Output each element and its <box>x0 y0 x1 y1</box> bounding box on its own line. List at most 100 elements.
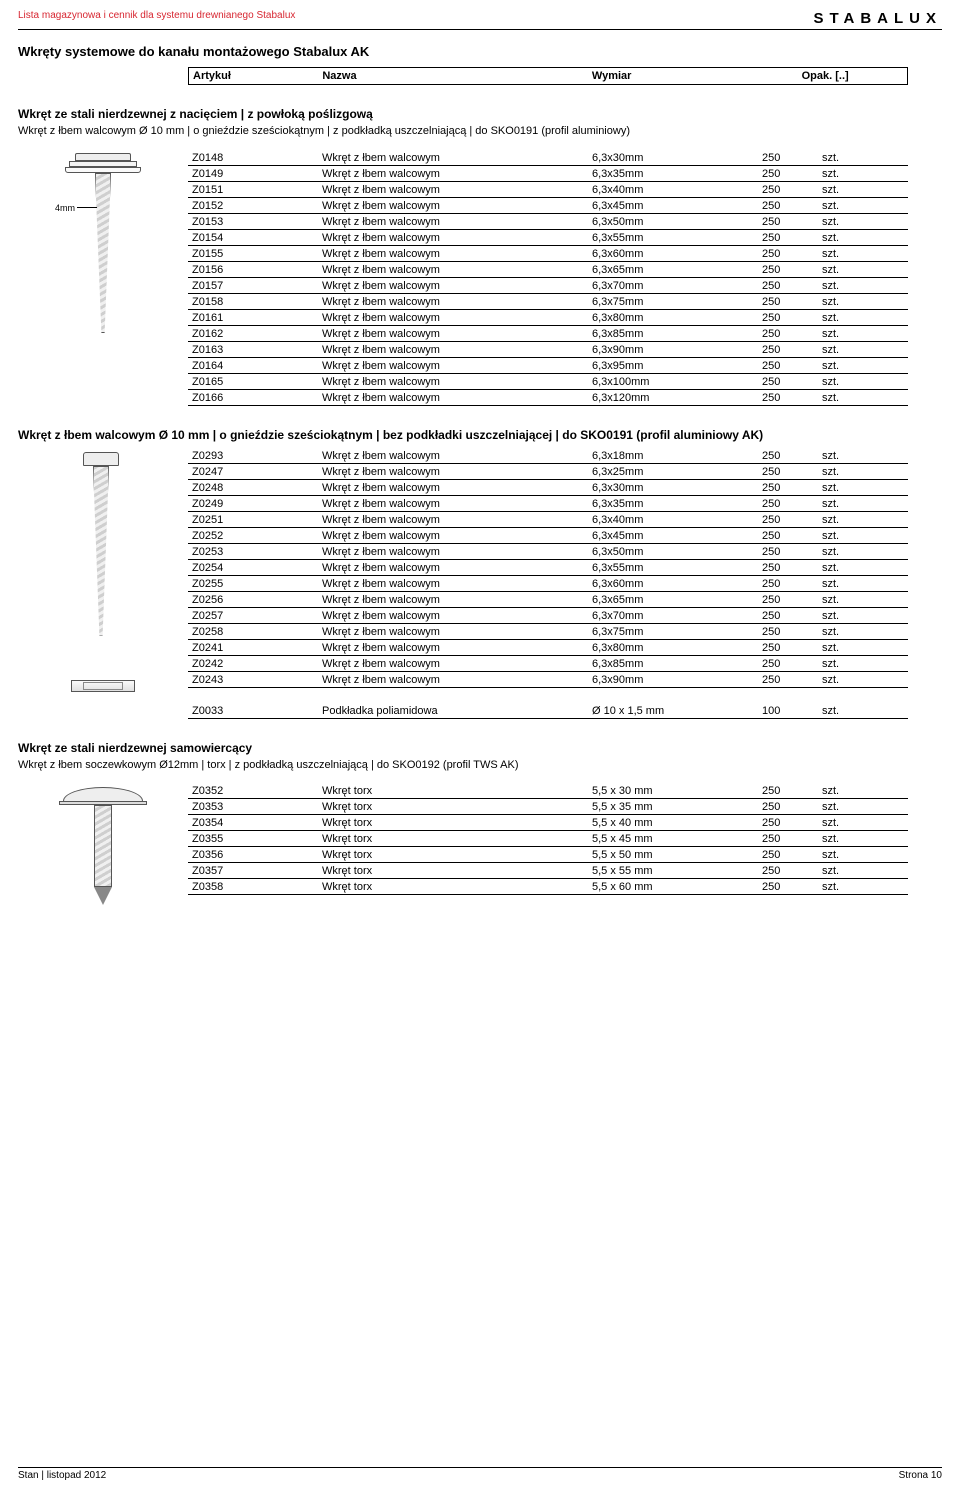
section2-subtitle: Wkręt z łbem walcowym Ø 10 mm | o gnieźd… <box>18 428 942 442</box>
table-row: Z0247Wkręt z łbem walcowym6,3x25mm250szt… <box>188 464 908 480</box>
cell-qty: 250 <box>758 149 818 165</box>
cell-dim: 6,3x100mm <box>588 373 758 389</box>
cell-qty: 250 <box>758 640 818 656</box>
cell-article: Z0293 <box>188 448 318 464</box>
cell-article: Z0033 <box>188 702 318 718</box>
column-header: Artykuł Nazwa Wymiar Opak. [..] <box>188 67 908 85</box>
table-row: Z0354Wkręt torx5,5 x 40 mm250szt. <box>188 815 908 831</box>
cell-article: Z0152 <box>188 197 318 213</box>
table-row: Z0033 Podkładka poliamidowa Ø 10 x 1,5 m… <box>188 702 908 718</box>
table-row: Z0353Wkręt torx5,5 x 35 mm250szt. <box>188 799 908 815</box>
screw-with-washer-icon: 4mm <box>63 153 143 363</box>
cell-qty: 250 <box>758 560 818 576</box>
table-row: Z0165Wkręt z łbem walcowym6,3x100mm250sz… <box>188 373 908 389</box>
cell-name: Wkręt z łbem walcowym <box>318 560 588 576</box>
table-row: Z0352Wkręt torx5,5 x 30 mm250szt. <box>188 783 908 799</box>
cell-qty: 250 <box>758 197 818 213</box>
cell-dim: 5,5 x 50 mm <box>588 847 758 863</box>
cell-name: Wkręt z łbem walcowym <box>318 464 588 480</box>
table-row: Z0248Wkręt z łbem walcowym6,3x30mm250szt… <box>188 480 908 496</box>
cell-dim: 6,3x70mm <box>588 277 758 293</box>
cell-qty: 250 <box>758 528 818 544</box>
cell-qty: 250 <box>758 624 818 640</box>
cell-name: Wkręt z łbem walcowym <box>318 197 588 213</box>
cell-unit: szt. <box>818 560 908 576</box>
cell-unit: szt. <box>818 640 908 656</box>
cell-dim: 6,3x30mm <box>588 149 758 165</box>
cell-unit: szt. <box>818 213 908 229</box>
cell-name: Wkręt z łbem walcowym <box>318 656 588 672</box>
cell-unit: szt. <box>818 277 908 293</box>
cell-unit: szt. <box>818 293 908 309</box>
cell-qty: 250 <box>758 309 818 325</box>
cell-unit: szt. <box>818 464 908 480</box>
table-row: Z0158Wkręt z łbem walcowym6,3x75mm250szt… <box>188 293 908 309</box>
section1-table: Z0148Wkręt z łbem walcowym6,3x30mm250szt… <box>188 149 908 406</box>
page-footer: Stan | listopad 2012 Strona 10 <box>18 1467 942 1481</box>
cell-article: Z0158 <box>188 293 318 309</box>
cell-article: Z0251 <box>188 512 318 528</box>
cell-qty: 250 <box>758 847 818 863</box>
cell-unit: szt. <box>818 480 908 496</box>
cell-article: Z0148 <box>188 149 318 165</box>
cell-unit: szt. <box>818 261 908 277</box>
cell-unit: szt. <box>818 229 908 245</box>
table-row: Z0148Wkręt z łbem walcowym6,3x30mm250szt… <box>188 149 908 165</box>
cell-unit: szt. <box>818 496 908 512</box>
cell-article: Z0258 <box>188 624 318 640</box>
table-row: Z0356Wkręt torx5,5 x 50 mm250szt. <box>188 847 908 863</box>
cell-article: Z0157 <box>188 277 318 293</box>
cell-name: Wkręt z łbem walcowym <box>318 640 588 656</box>
cell-unit: szt. <box>818 512 908 528</box>
cell-qty: 250 <box>758 389 818 405</box>
cell-dim: 6,3x80mm <box>588 309 758 325</box>
cell-unit: szt. <box>818 672 908 688</box>
cell-article: Z0353 <box>188 799 318 815</box>
cell-unit: szt. <box>818 624 908 640</box>
table-row: Z0156Wkręt z łbem walcowym6,3x65mm250szt… <box>188 261 908 277</box>
cell-unit: szt. <box>818 149 908 165</box>
cell-qty: 250 <box>758 656 818 672</box>
cell-dim: 6,3x90mm <box>588 672 758 688</box>
cell-unit: szt. <box>818 341 908 357</box>
table-row: Z0154Wkręt z łbem walcowym6,3x55mm250szt… <box>188 229 908 245</box>
table-row: Z0157Wkręt z łbem walcowym6,3x70mm250szt… <box>188 277 908 293</box>
cell-article: Z0358 <box>188 879 318 895</box>
table-row: Z0254Wkręt z łbem walcowym6,3x55mm250szt… <box>188 560 908 576</box>
cell-article: Z0165 <box>188 373 318 389</box>
cell-dim: 6,3x45mm <box>588 197 758 213</box>
cell-dim: 6,3x90mm <box>588 341 758 357</box>
cell-article: Z0154 <box>188 229 318 245</box>
cell-article: Z0352 <box>188 783 318 799</box>
cell-qty: 100 <box>758 702 818 718</box>
cell-article: Z0356 <box>188 847 318 863</box>
cell-dim: 6,3x120mm <box>588 389 758 405</box>
cell-unit: szt. <box>818 831 908 847</box>
cell-article: Z0256 <box>188 592 318 608</box>
cell-name: Wkręt z łbem walcowym <box>318 149 588 165</box>
cell-dim: 6,3x55mm <box>588 229 758 245</box>
cell-unit: szt. <box>818 863 908 879</box>
table-row: Z0253Wkręt z łbem walcowym6,3x50mm250szt… <box>188 544 908 560</box>
table-row: Z0162Wkręt z łbem walcowym6,3x85mm250szt… <box>188 325 908 341</box>
cell-name: Wkręt torx <box>318 815 588 831</box>
cell-qty: 250 <box>758 213 818 229</box>
hdr-article: Artykuł <box>189 68 319 85</box>
cell-article: Z0355 <box>188 831 318 847</box>
footer-left: Stan | listopad 2012 <box>18 1470 106 1481</box>
table-row: Z0166Wkręt z łbem walcowym6,3x120mm250sz… <box>188 389 908 405</box>
hdr-name: Nazwa <box>318 68 588 85</box>
cell-qty: 250 <box>758 245 818 261</box>
cell-qty: 250 <box>758 799 818 815</box>
cell-dim: Ø 10 x 1,5 mm <box>588 702 758 718</box>
cell-dim: 6,3x45mm <box>588 528 758 544</box>
cell-name: Wkręt z łbem walcowym <box>318 672 588 688</box>
cell-unit: szt. <box>818 847 908 863</box>
cell-article: Z0242 <box>188 656 318 672</box>
cell-unit: szt. <box>818 576 908 592</box>
table-row: Z0355Wkręt torx5,5 x 45 mm250szt. <box>188 831 908 847</box>
table-row: Z0153Wkręt z łbem walcowym6,3x50mm250szt… <box>188 213 908 229</box>
cell-name: Wkręt torx <box>318 863 588 879</box>
cell-dim: 6,3x55mm <box>588 560 758 576</box>
page-title: Wkręty systemowe do kanału montażowego S… <box>18 44 942 59</box>
